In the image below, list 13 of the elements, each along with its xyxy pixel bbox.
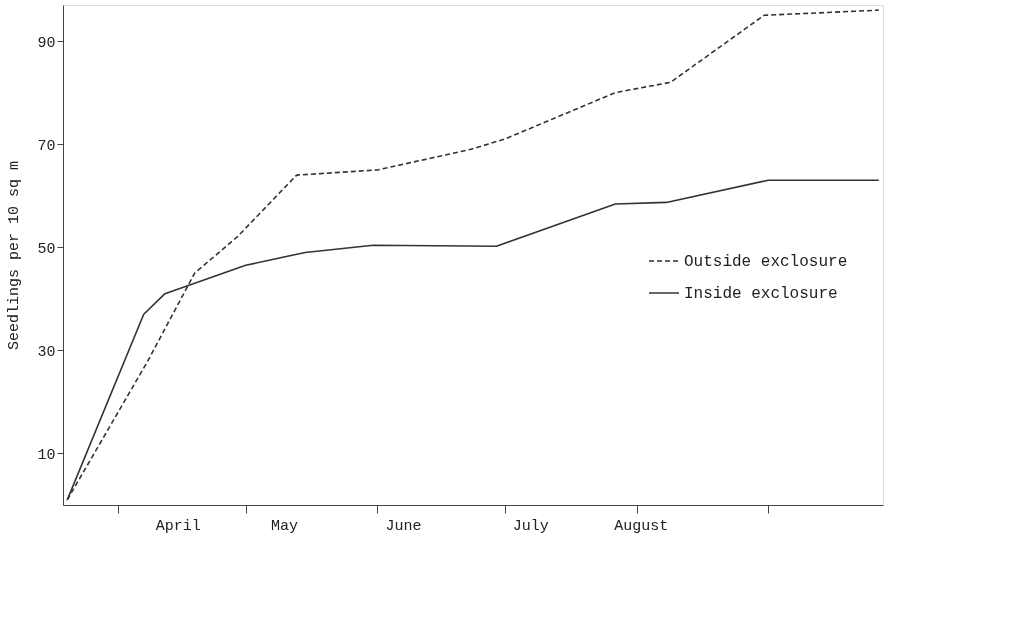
y-tick-label: 10 <box>37 446 56 464</box>
y-tick-label: 50 <box>37 240 56 258</box>
legend-label: Outside exclosure <box>684 253 848 271</box>
x-tick-label: July <box>512 517 549 535</box>
y-tick-label: 90 <box>37 34 56 52</box>
y-tick-label: 70 <box>37 137 56 155</box>
legend-label: Inside exclosure <box>684 285 838 303</box>
y-tick-label: 30 <box>37 343 56 361</box>
x-tick-label: May <box>270 517 298 535</box>
x-tick-label: August <box>614 517 669 535</box>
x-tick-label: April <box>155 517 201 535</box>
x-tick-label: June <box>385 517 422 535</box>
y-axis-title: Seedlings per 10 sq m <box>6 160 24 351</box>
